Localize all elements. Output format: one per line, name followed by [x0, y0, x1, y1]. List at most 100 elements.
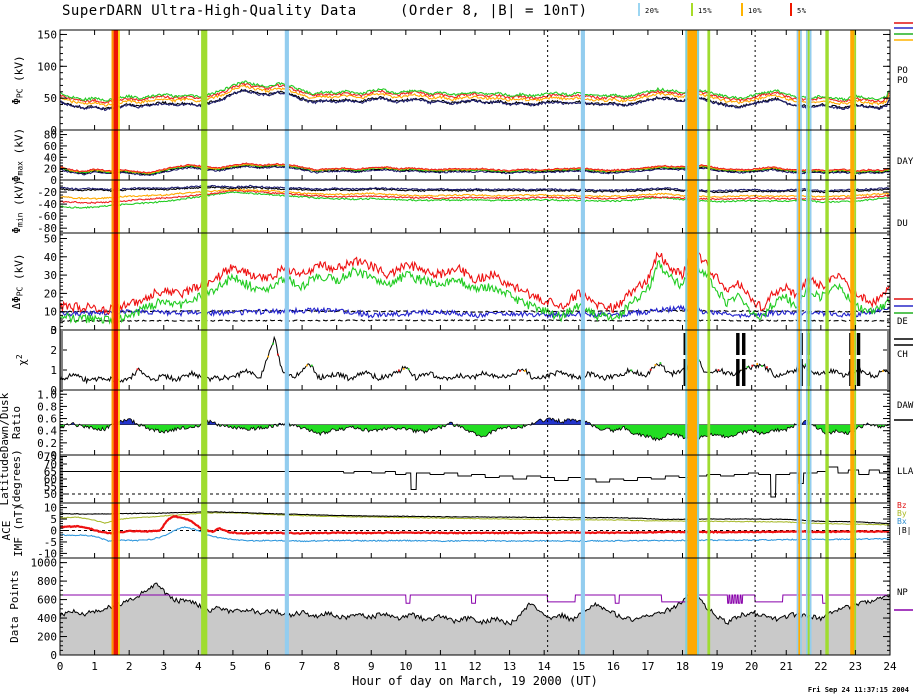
chi-dot — [523, 370, 526, 372]
legend-swatch — [741, 3, 743, 16]
event-band — [805, 30, 808, 655]
chi-gap-bar — [683, 333, 687, 355]
xtick-label: 9 — [368, 660, 375, 673]
ytick-label: -40 — [37, 198, 57, 211]
ytick-label: 75 — [44, 451, 57, 464]
series-green — [59, 191, 890, 209]
event-band — [201, 30, 208, 655]
ytick-label: 50 — [44, 232, 57, 245]
right-label-du: DU — [897, 219, 908, 229]
xtick-label: 23 — [849, 660, 862, 673]
ytick-label: 30 — [44, 269, 57, 282]
chi-dot — [276, 353, 279, 356]
ytick-label: 0 — [50, 649, 57, 662]
ytick-label: 20 — [44, 287, 57, 300]
chi-gap-bar — [741, 359, 746, 386]
chi-dot — [649, 368, 652, 371]
right-label-de: DE — [897, 317, 908, 327]
ytick-label: 55 — [44, 481, 57, 494]
chi-dot — [402, 367, 405, 370]
ytick-label: -5 — [44, 536, 57, 549]
xtick-label: 17 — [641, 660, 654, 673]
ytick-label: 5 — [50, 513, 57, 526]
xtick-label: 1 — [91, 660, 98, 673]
right-label-lla: LLA — [897, 467, 914, 477]
xtick-label: 12 — [468, 660, 481, 673]
event-band — [113, 30, 119, 655]
ytick-label: 50 — [44, 488, 57, 501]
panel-p2 — [59, 162, 890, 176]
xtick-label: 16 — [607, 660, 620, 673]
xtick-label: 15 — [572, 660, 585, 673]
right-label-po: PO — [897, 66, 908, 76]
panel-p4 — [59, 245, 890, 325]
ytick-label: 1 — [50, 364, 57, 377]
chi-dot — [746, 366, 749, 368]
xtick-label: 5 — [230, 660, 237, 673]
right-label-bz: Bz — [897, 501, 907, 510]
page-subtitle: (Order 8, |B| = 10nT) — [400, 3, 588, 19]
ytick-label: 800 — [37, 575, 57, 588]
xtick-label: 10 — [399, 660, 412, 673]
ytick-label: 0.2 — [37, 437, 57, 450]
ytick-label: 40 — [44, 251, 57, 264]
series-black1 — [59, 309, 890, 313]
ytick-label: 200 — [37, 631, 57, 644]
series-chi — [59, 335, 890, 385]
panel-p5 — [59, 333, 890, 386]
chi-dot — [659, 362, 662, 365]
ytick-label: 65 — [44, 466, 57, 479]
chi-dot — [267, 355, 270, 358]
chi-dot — [654, 364, 657, 366]
event-band — [707, 30, 711, 655]
chi-gap-bar — [741, 333, 746, 355]
series-red — [59, 162, 890, 174]
ytick-label: 400 — [37, 612, 57, 625]
event-band — [854, 30, 857, 655]
ytick-label: -80 — [37, 222, 57, 235]
series-black2 — [59, 319, 890, 322]
legend-label: 20% — [645, 7, 660, 15]
xtick-label: 2 — [126, 660, 133, 673]
right-label-b: |B| — [897, 526, 912, 535]
ytick-label: 10 — [44, 306, 57, 319]
ytick-label: 70 — [44, 458, 57, 471]
event-band — [850, 30, 855, 655]
y-axis-title: IMF (nT) — [12, 504, 25, 557]
series-ratio — [59, 417, 890, 442]
ytick-label: 20 — [44, 163, 57, 176]
legend-item-5: 5% — [790, 3, 806, 16]
chi-dot — [717, 369, 720, 371]
legend-item-10: 10% — [741, 3, 762, 16]
right-label-by: By — [897, 509, 907, 518]
panel-border-p1 — [59, 29, 891, 131]
series-navy — [59, 165, 890, 176]
right-label-np: NP — [897, 588, 908, 598]
legend-label: 10% — [748, 7, 763, 15]
panel-p7 — [60, 466, 891, 498]
series-orange — [59, 84, 890, 107]
y-axis-title: Φmin (kV) — [10, 179, 26, 233]
y-axis-title: Data Points — [8, 570, 21, 643]
panel-p6 — [59, 417, 890, 442]
chi-dot — [398, 369, 400, 372]
chi-gap-bar — [856, 359, 861, 386]
chi-gap-bar — [683, 359, 687, 386]
y-axis-title: ACE — [0, 521, 13, 541]
chi-dot — [306, 364, 308, 367]
y-axis-title: χ2 — [15, 354, 29, 366]
panel-border-p7 — [59, 454, 891, 504]
ytick-label: 600 — [37, 594, 57, 607]
xtick-label: 24 — [883, 660, 897, 673]
chi-dot — [761, 365, 763, 367]
xtick-label: 7 — [299, 660, 306, 673]
ytick-label: -20 — [37, 186, 57, 199]
xtick-label: 3 — [160, 660, 167, 673]
event-band — [118, 30, 120, 655]
chi-dot — [136, 368, 139, 371]
right-label-po: PO — [897, 76, 908, 86]
event-band — [798, 30, 801, 655]
ytick-label: 40 — [44, 151, 57, 164]
